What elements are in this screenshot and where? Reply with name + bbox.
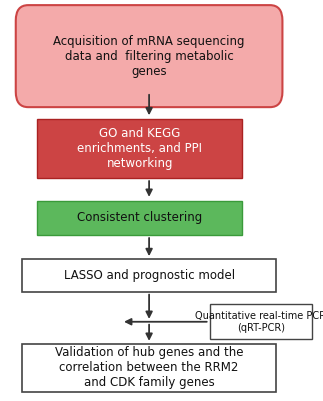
FancyBboxPatch shape [37, 119, 242, 178]
FancyBboxPatch shape [37, 200, 242, 235]
Text: Consistent clustering: Consistent clustering [77, 211, 203, 224]
FancyBboxPatch shape [22, 344, 276, 392]
FancyBboxPatch shape [22, 259, 276, 292]
Text: Quantitative real-time PCR
(qRT-PCR): Quantitative real-time PCR (qRT-PCR) [195, 311, 323, 332]
FancyBboxPatch shape [16, 5, 282, 107]
Text: GO and KEGG
enrichments, and PPI
networking: GO and KEGG enrichments, and PPI network… [77, 127, 202, 170]
Text: Acquisition of mRNA sequencing
data and  filtering metabolic
genes: Acquisition of mRNA sequencing data and … [53, 34, 245, 78]
FancyBboxPatch shape [210, 304, 312, 339]
Text: Validation of hub genes and the
correlation between the RRM2
and CDK family gene: Validation of hub genes and the correlat… [55, 346, 243, 389]
Text: LASSO and prognostic model: LASSO and prognostic model [64, 269, 234, 282]
